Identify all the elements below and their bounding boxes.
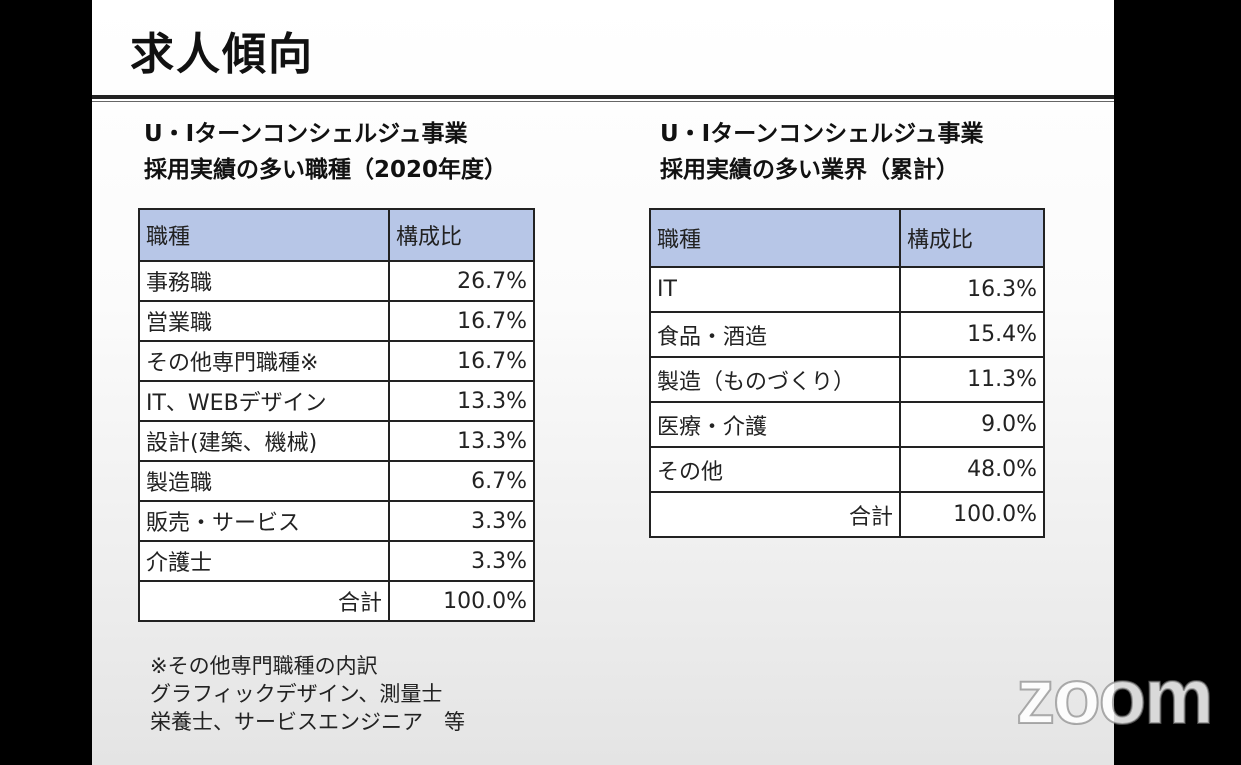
right-heading-line2: 採用実績の多い業界（累計） xyxy=(660,157,959,183)
table-row: 営業職 16.7% xyxy=(138,300,535,342)
row-label: 食品・酒造 xyxy=(649,311,901,358)
row-value: 15.4% xyxy=(899,311,1045,358)
table-header-row: 職種 構成比 xyxy=(649,208,1045,268)
row-label: 医療・介護 xyxy=(649,401,901,448)
slide-title: 求人傾向 xyxy=(130,29,314,80)
total-label: 合計 xyxy=(649,491,901,538)
footnote-line: 栄養士、サービスエンジニア 等 xyxy=(150,710,465,734)
row-label: 設計(建築、機械) xyxy=(138,420,390,462)
industry-table: 職種 構成比 IT 16.3% 食品・酒造 15.4% 製造（ものづくり） 11… xyxy=(649,208,1045,538)
right-heading-line1: U・Iターンコンシェルジュ事業 xyxy=(660,121,984,147)
row-value: 3.3% xyxy=(388,500,535,542)
row-value: 48.0% xyxy=(899,446,1045,493)
left-heading-line1: U・Iターンコンシェルジュ事業 xyxy=(144,121,468,147)
header-cell-occupation: 職種 xyxy=(138,208,390,262)
table-row: その他 48.0% xyxy=(649,446,1045,493)
row-value: 6.7% xyxy=(388,460,535,502)
header-cell-ratio: 構成比 xyxy=(388,208,535,262)
row-label: IT xyxy=(649,266,901,313)
title-divider xyxy=(92,95,1114,99)
row-value: 16.3% xyxy=(899,266,1045,313)
row-label: 介護士 xyxy=(138,540,390,582)
row-value: 11.3% xyxy=(899,356,1045,403)
row-value: 13.3% xyxy=(388,420,535,462)
row-value: 16.7% xyxy=(388,300,535,342)
row-label: IT、WEBデザイン xyxy=(138,380,390,422)
table-total-row: 合計 100.0% xyxy=(138,580,535,622)
total-label: 合計 xyxy=(138,580,390,622)
table-row: その他専門職種※ 16.7% xyxy=(138,340,535,382)
footnote-line: ※その他専門職種の内訳 xyxy=(150,654,378,678)
zoom-watermark-logo: zoom xyxy=(1015,652,1215,740)
row-label: 事務職 xyxy=(138,260,390,302)
row-value: 16.7% xyxy=(388,340,535,382)
row-label: 製造職 xyxy=(138,460,390,502)
left-section-heading: U・Iターンコンシェルジュ事業 採用実績の多い職種（2020年度） xyxy=(144,116,507,188)
total-value: 100.0% xyxy=(388,580,535,622)
presentation-slide: 求人傾向 U・Iターンコンシェルジュ事業 採用実績の多い職種（2020年度） 職… xyxy=(92,0,1114,765)
table-row: 販売・サービス 3.3% xyxy=(138,500,535,542)
row-value: 26.7% xyxy=(388,260,535,302)
row-value: 13.3% xyxy=(388,380,535,422)
row-value: 3.3% xyxy=(388,540,535,582)
table-row: 事務職 26.7% xyxy=(138,260,535,302)
footnote-line: グラフィックデザイン、測量士 xyxy=(150,682,443,706)
total-value: 100.0% xyxy=(899,491,1045,538)
row-label: 製造（ものづくり） xyxy=(649,356,901,403)
table-row: 医療・介護 9.0% xyxy=(649,401,1045,448)
header-cell-occupation: 職種 xyxy=(649,208,901,268)
table-header-row: 職種 構成比 xyxy=(138,208,535,262)
table-row: 設計(建築、機械) 13.3% xyxy=(138,420,535,462)
header-cell-ratio: 構成比 xyxy=(899,208,1045,268)
footnote: ※その他専門職種の内訳 グラフィックデザイン、測量士 栄養士、サービスエンジニア… xyxy=(150,652,465,736)
table-row: IT 16.3% xyxy=(649,266,1045,313)
title-divider-thin xyxy=(92,101,1114,102)
table-row: IT、WEBデザイン 13.3% xyxy=(138,380,535,422)
table-total-row: 合計 100.0% xyxy=(649,491,1045,538)
occupation-table: 職種 構成比 事務職 26.7% 営業職 16.7% その他専門職種※ 16.7… xyxy=(138,208,535,622)
table-row: 介護士 3.3% xyxy=(138,540,535,582)
row-label: その他専門職種※ xyxy=(138,340,390,382)
row-value: 9.0% xyxy=(899,401,1045,448)
table-row: 製造（ものづくり） 11.3% xyxy=(649,356,1045,403)
row-label: その他 xyxy=(649,446,901,493)
right-section-heading: U・Iターンコンシェルジュ事業 採用実績の多い業界（累計） xyxy=(660,116,983,188)
table-row: 食品・酒造 15.4% xyxy=(649,311,1045,358)
table-row: 製造職 6.7% xyxy=(138,460,535,502)
row-label: 営業職 xyxy=(138,300,390,342)
row-label: 販売・サービス xyxy=(138,500,390,542)
left-heading-line2: 採用実績の多い職種（2020年度） xyxy=(144,157,508,183)
